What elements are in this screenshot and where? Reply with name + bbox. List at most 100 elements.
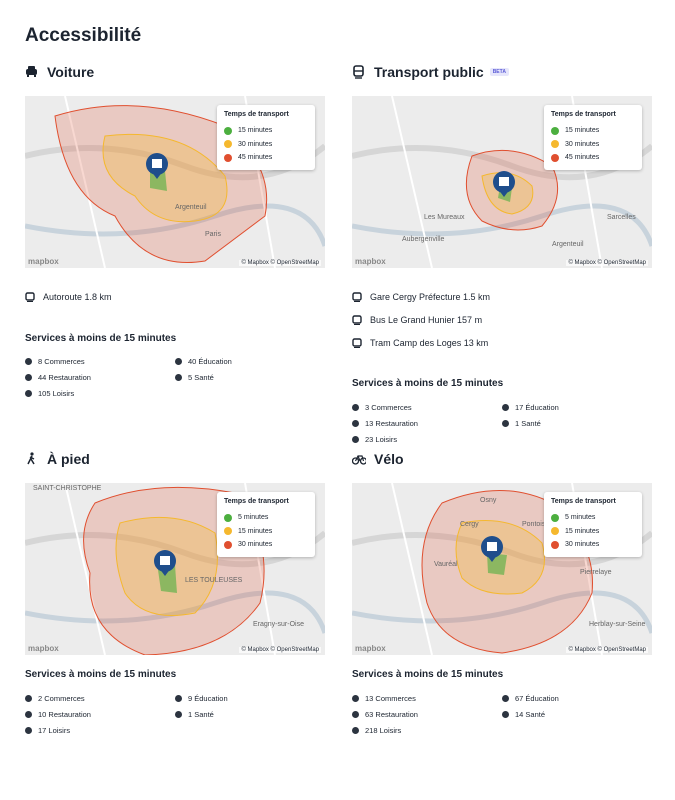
legend-label: 5 minutes [565, 514, 596, 522]
service-item: 218 Loisirs [352, 722, 502, 738]
service-icon [502, 694, 509, 702]
legend-label: 15 minutes [238, 527, 273, 535]
map-place-label: Argenteuil [552, 241, 584, 248]
service-item: 3 Commerces [352, 399, 502, 415]
section-heading: Transport public BETA [352, 62, 652, 82]
section-title: Transport public [374, 64, 484, 80]
service-label: 23 Loisirs [365, 434, 398, 444]
service-icon [25, 726, 32, 734]
service-label: 67 Éducation [515, 693, 559, 703]
beta-badge: BETA [489, 68, 509, 76]
map-place-label: Eragny-sur-Oise [253, 621, 304, 628]
map-legend: Temps de transport 15 minutes 30 minutes 45… [217, 105, 315, 170]
map: Les Mureaux Aubergenville Argenteuil Sarcel… [352, 96, 652, 268]
services-list: 8 Commerces 40 Éducation 44 Restauration 5 … [25, 354, 325, 402]
map-attribution: © Mapbox © OpenStreetMap [566, 647, 648, 653]
service-icon [352, 710, 359, 718]
service-icon [25, 374, 32, 382]
service-label: 1 Santé [515, 418, 541, 428]
legend-title: Temps de transport [224, 111, 289, 118]
access-label: Bus Le Grand Hunier 157 m [370, 315, 483, 326]
map-legend: Temps de transport 5 minutes 15 minutes 30 … [217, 492, 315, 557]
map-place-label: Vauréal [434, 561, 458, 568]
service-label: 5 Santé [188, 373, 214, 383]
legend-swatch [224, 140, 232, 149]
map-place-label: Aubergenville [402, 236, 445, 243]
service-icon [502, 419, 509, 427]
service-icon [352, 419, 359, 427]
service-item: 8 Commerces [25, 354, 175, 370]
map-place-label: Pontoise [522, 521, 550, 528]
service-icon [175, 694, 182, 702]
access-label: Gare Cergy Préfecture 1.5 km [370, 292, 491, 303]
map-place-label: LES TOULEUSES [185, 577, 243, 584]
service-label: 14 Santé [515, 709, 546, 719]
service-icon [25, 390, 32, 398]
legend-item: 5 minutes [551, 511, 635, 525]
service-icon [175, 710, 182, 718]
services-list: 2 Commerces 9 Éducation 10 Restauration 1 S… [25, 690, 325, 738]
map-logo: mapbox [28, 644, 59, 653]
map-logo: mapbox [28, 257, 59, 266]
legend-item: 15 minutes [224, 525, 308, 539]
map-attribution: © Mapbox © OpenStreetMap [566, 260, 648, 266]
service-label: 63 Restauration [365, 709, 418, 719]
service-label: 13 Commerces [365, 693, 416, 703]
map-legend: Temps de transport 5 minutes 15 minutes 30 … [544, 492, 642, 557]
services-title: Services à moins de 15 minutes [25, 669, 177, 680]
access-icon [352, 292, 362, 303]
service-item: 63 Restauration [352, 706, 502, 722]
service-icon [352, 435, 359, 443]
legend-swatch [551, 126, 559, 135]
map-place-label: Herblay-sur-Seine [589, 621, 646, 628]
map: Argenteuil Paris Temps de transport 15 minu… [25, 96, 325, 268]
access-list: Gare Cergy Préfecture 1.5 km Bus Le Grand… [352, 286, 652, 354]
legend-swatch [551, 140, 559, 149]
service-item: 13 Restauration [352, 415, 502, 431]
legend-swatch [224, 527, 232, 536]
access-label: Tram Camp des Loges 13 km [370, 337, 489, 348]
service-item: 10 Restauration [25, 706, 175, 722]
service-item: 40 Éducation [175, 354, 325, 370]
legend-swatch [551, 513, 559, 522]
services-title: Services à moins de 15 minutes [352, 378, 504, 390]
service-item: 14 Santé [502, 706, 652, 722]
access-label: Autoroute 1.8 km [43, 292, 112, 303]
service-label: 17 Loisirs [38, 725, 71, 735]
legend-item: 5 minutes [224, 511, 308, 525]
service-icon [352, 694, 359, 702]
service-icon [175, 358, 182, 366]
legend-item: 45 minutes [224, 151, 308, 165]
service-label: 13 Restauration [365, 418, 418, 428]
service-icon [502, 710, 509, 718]
service-label: 9 Éducation [188, 693, 228, 703]
section: Transport public BETA Les Mureaux Aubergen… [352, 62, 652, 447]
legend-label: 45 minutes [238, 154, 273, 162]
service-item: 67 Éducation [502, 690, 652, 706]
legend-item: 15 minutes [551, 525, 635, 539]
access-item: Tram Camp des Loges 13 km [352, 331, 652, 354]
section-title: Voiture [47, 64, 95, 80]
legend-title: Temps de transport [551, 111, 616, 118]
map-logo: mapbox [355, 644, 386, 653]
map-background [25, 96, 325, 268]
services-list: 13 Commerces 67 Éducation 63 Restauration 1… [352, 690, 652, 738]
section-icon [352, 455, 366, 465]
service-label: 44 Restauration [38, 373, 91, 383]
service-label: 17 Éducation [515, 402, 559, 412]
service-label: 8 Commerces [38, 357, 85, 367]
legend-title: Temps de transport [224, 498, 289, 505]
section: À pied SAINT-CHRISTOPHE LES TOULEUSES Erag… [25, 449, 325, 738]
legend-swatch [551, 527, 559, 536]
legend-item: 30 minutes [224, 538, 308, 552]
service-label: 3 Commerces [365, 402, 412, 412]
map: SAINT-CHRISTOPHE LES TOULEUSES Eragny-sur-… [25, 483, 325, 655]
map: Osny Cergy Pontoise Vauréal Pierrelaye Herbla… [352, 483, 652, 655]
service-label: 218 Loisirs [365, 725, 402, 735]
service-icon [352, 726, 359, 734]
legend-label: 45 minutes [565, 154, 600, 162]
access-icon [352, 338, 362, 348]
service-label: 1 Santé [188, 709, 214, 719]
legend-swatch [551, 540, 559, 549]
services-title: Services à moins de 15 minutes [352, 669, 504, 680]
